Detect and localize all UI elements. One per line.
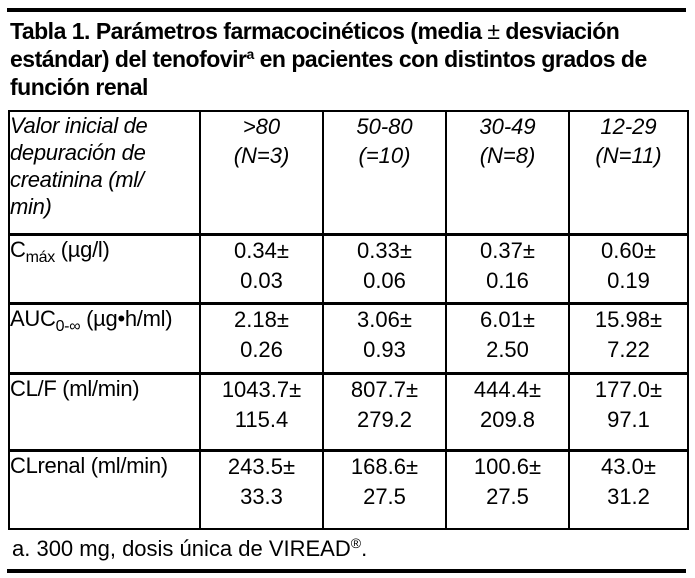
footnote-text: a. 300 mg, dosis única de VIREAD	[12, 536, 351, 561]
top-rule	[7, 8, 686, 12]
value-clrenal-gt80: 243.5± 33.3	[199, 448, 324, 530]
value-clrenal-50-80: 168.6± 27.5	[322, 448, 447, 530]
row-label-clf: CL/F (ml/min)	[8, 371, 201, 451]
plus-minus-symbol: ±	[487, 18, 500, 44]
bottom-rule	[7, 569, 686, 573]
title-line-1-tail: desviación	[499, 18, 620, 44]
footnote: a. 300 mg, dosis única de VIREAD®.	[12, 535, 687, 563]
header-col-50-80: 50-80 (=10)	[322, 110, 447, 235]
value-cmax-50-80: 0.33± 0.06	[322, 232, 447, 304]
value-auc-50-80: 3.06± 0.93	[322, 301, 447, 374]
row-clrenal: CLrenal (ml/min) 243.5± 33.3 168.6± 27.5…	[8, 448, 689, 530]
clf-base: CL/F (ml/min)	[10, 375, 140, 401]
title-line-2-text: estándar) del tenofovir	[10, 46, 247, 72]
value-auc-12-29: 15.98± 7.22	[568, 301, 689, 374]
value-cmax-gt80: 0.34± 0.03	[199, 232, 324, 304]
value-auc-gt80: 2.18± 0.26	[199, 301, 324, 374]
header-row: Valor inicial de depuración de creatinin…	[8, 110, 689, 235]
registered-trademark-symbol: ®	[350, 535, 362, 551]
row-label-auc: AUC0-∞ (µg•h/ml)	[8, 301, 201, 374]
value-clf-30-49: 444.4± 209.8	[445, 371, 570, 451]
value-auc-30-49: 6.01± 2.50	[445, 301, 570, 374]
header-col-12-29: 12-29 (N=11)	[568, 110, 689, 235]
header-col-30-49: 30-49 (N=8)	[445, 110, 570, 235]
value-cmax-30-49: 0.37± 0.16	[445, 232, 570, 304]
header-col-gt80: >80 (N=3)	[199, 110, 324, 235]
header-param-label: Valor inicial de depuración de creatinin…	[8, 110, 201, 235]
footnote-period: .	[361, 536, 368, 561]
title-line-2-tail: en pacientes con distintos grados de	[253, 46, 648, 72]
value-clf-gt80: 1043.7± 115.4	[199, 371, 324, 451]
auc-base: AUC	[10, 305, 56, 331]
auc-subscript: 0-∞	[55, 317, 81, 335]
row-label-clrenal: CLrenal (ml/min)	[8, 448, 201, 530]
footnote-marker-a: a	[246, 46, 254, 62]
title-line-1-text: Tabla 1. Parámetros farmacocinéticos (me…	[10, 18, 488, 44]
pk-table: Valor inicial de depuración de creatinin…	[8, 110, 689, 530]
value-clf-12-29: 177.0± 97.1	[568, 371, 689, 451]
cmax-base: C	[10, 236, 26, 262]
table-title: Tabla 1. Parámetros farmacocinéticos (me…	[10, 17, 687, 101]
row-auc: AUC0-∞ (µg•h/ml) 2.18± 0.26 3.06± 0.93 6…	[8, 301, 689, 374]
value-clrenal-30-49: 100.6± 27.5	[445, 448, 570, 530]
clrenal-base: CLrenal (ml/min)	[10, 452, 168, 478]
row-clf: CL/F (ml/min) 1043.7± 115.4 807.7± 279.2…	[8, 371, 689, 451]
title-line-2: estándar) del tenofovira en pacientes co…	[10, 45, 687, 73]
row-cmax: Cmáx (µg/l) 0.34± 0.03 0.33± 0.06 0.37± …	[8, 232, 689, 304]
row-label-cmax: Cmáx (µg/l)	[8, 232, 201, 304]
title-line-1: Tabla 1. Parámetros farmacocinéticos (me…	[10, 17, 687, 45]
cmax-subscript: máx	[25, 248, 56, 266]
title-line-3: función renal	[10, 74, 148, 100]
value-clrenal-12-29: 43.0± 31.2	[568, 448, 689, 530]
value-cmax-12-29: 0.60± 0.19	[568, 232, 689, 304]
auc-unit: (µg•h/ml)	[80, 305, 173, 331]
cmax-unit: (µg/l)	[54, 236, 110, 262]
value-clf-50-80: 807.7± 279.2	[322, 371, 447, 451]
